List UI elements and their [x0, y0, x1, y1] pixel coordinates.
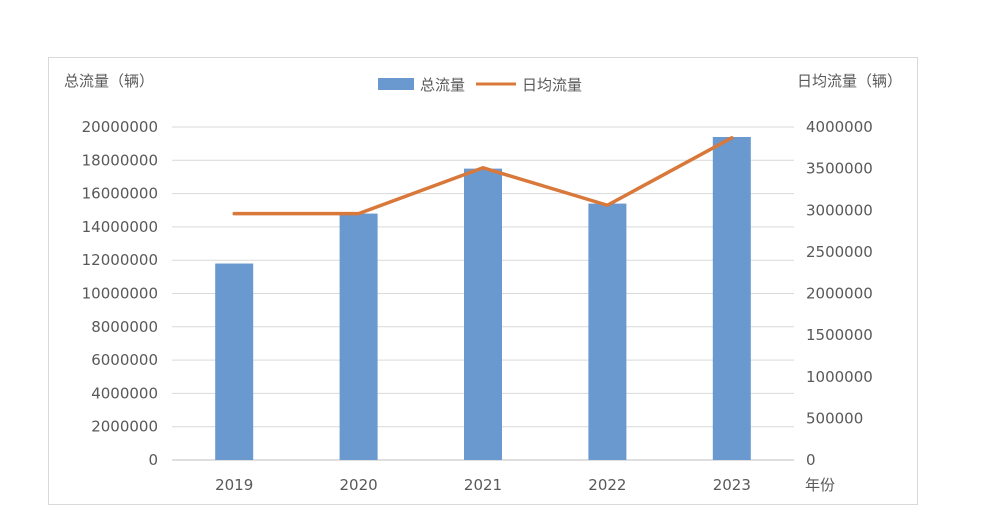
- x-axis-title: 年份: [805, 476, 835, 494]
- left-tick-label: 6000000: [91, 351, 158, 369]
- left-tick-label: 10000000: [82, 285, 158, 303]
- right-tick-label: 500000: [806, 409, 863, 427]
- right-tick-label: 3500000: [806, 160, 873, 178]
- legend-label-bar: 总流量: [420, 76, 465, 94]
- left-tick-label: 2000000: [91, 418, 158, 436]
- right-tick-label: 2500000: [806, 243, 873, 261]
- x-tick-label: 2022: [588, 476, 626, 494]
- right-axis-ticks: 0 500000 1000000 1500000 2000000 2500000 30000…: [806, 118, 873, 469]
- x-axis-ticks: 2019 2020 2021 2022 2023: [215, 476, 751, 494]
- bar: [464, 168, 502, 460]
- right-tick-label: 3000000: [806, 201, 873, 219]
- left-tick-label: 18000000: [82, 151, 158, 169]
- right-axis-title: 日均流量（辆）: [797, 72, 902, 90]
- left-tick-label: 16000000: [82, 185, 158, 203]
- bar-series: [215, 136, 751, 461]
- right-tick-label: 1000000: [806, 368, 873, 386]
- left-axis-ticks: 0 2000000 4000000 6000000 8000000 10000000 120…: [82, 118, 158, 469]
- left-tick-label: 20000000: [82, 118, 158, 136]
- legend-swatch-bar: [378, 78, 414, 90]
- x-tick-label: 2023: [713, 476, 751, 494]
- right-tick-label: 1500000: [806, 326, 873, 344]
- right-tick-label: 0: [806, 451, 816, 469]
- left-tick-label: 12000000: [82, 251, 158, 269]
- bar: [215, 263, 254, 460]
- right-tick-label: 2000000: [806, 285, 873, 303]
- left-tick-label: 4000000: [91, 384, 158, 402]
- left-tick-label: 0: [148, 451, 158, 469]
- left-axis-title: 总流量（辆）: [64, 72, 154, 90]
- bar: [712, 136, 751, 461]
- left-tick-label: 8000000: [91, 318, 158, 336]
- bar: [339, 213, 378, 460]
- x-tick-label: 2020: [340, 476, 378, 494]
- right-tick-label: 4000000: [806, 118, 873, 136]
- x-tick-label: 2021: [464, 476, 502, 494]
- x-tick-label: 2019: [215, 476, 253, 494]
- line-series: [232, 136, 734, 216]
- left-tick-label: 14000000: [82, 218, 158, 236]
- bar: [588, 203, 627, 460]
- legend: 总流量 日均流量: [378, 76, 582, 94]
- legend-label-line: 日均流量: [522, 76, 582, 94]
